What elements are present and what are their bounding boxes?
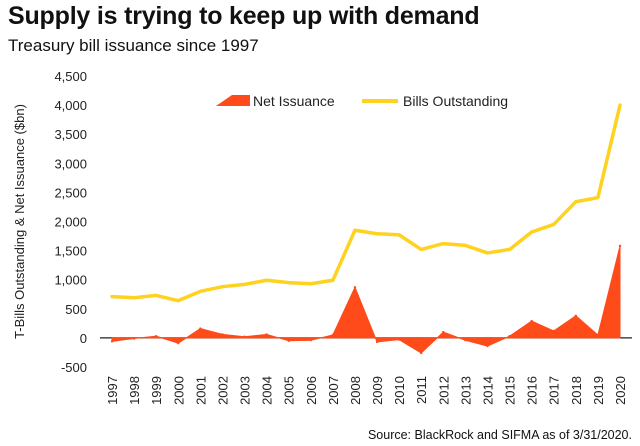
legend-swatch-net-issuance bbox=[216, 95, 250, 106]
data-point bbox=[618, 244, 622, 248]
data-point bbox=[221, 333, 224, 336]
x-tick-label: 2004 bbox=[260, 376, 275, 405]
data-point bbox=[309, 339, 312, 342]
data-point bbox=[243, 335, 246, 338]
data-point bbox=[331, 279, 335, 282]
data-point bbox=[331, 333, 335, 337]
data-point bbox=[618, 103, 622, 107]
x-tick-label: 2018 bbox=[569, 376, 584, 405]
data-point bbox=[110, 295, 114, 298]
y-tick-label: 3,500 bbox=[54, 127, 87, 142]
data-point bbox=[596, 196, 600, 199]
y-tick-label: 0 bbox=[80, 331, 87, 346]
data-point bbox=[287, 339, 290, 343]
x-tick-label: 1998 bbox=[127, 376, 142, 405]
x-tick-label: 2001 bbox=[193, 376, 208, 405]
data-point bbox=[132, 296, 136, 299]
data-point bbox=[353, 286, 357, 289]
data-point bbox=[132, 337, 136, 340]
data-point bbox=[353, 229, 357, 232]
data-point bbox=[486, 251, 489, 255]
x-tick-label: 1997 bbox=[105, 376, 120, 405]
y-axis-label: T-Bills Outstanding & Net Issuance ($bn) bbox=[12, 104, 27, 339]
y-tick-label: 4,000 bbox=[54, 98, 87, 113]
x-tick-label: 2015 bbox=[503, 376, 518, 405]
source-note: Source: BlackRock and SIFMA as of 3/31/2… bbox=[367, 428, 632, 442]
data-point bbox=[574, 200, 578, 203]
data-point bbox=[464, 339, 467, 342]
legend-label-net-issuance: Net Issuance bbox=[253, 93, 335, 109]
data-point bbox=[552, 223, 555, 226]
data-point bbox=[375, 340, 379, 344]
data-point bbox=[397, 338, 401, 341]
y-tick-label: 2,500 bbox=[54, 185, 87, 200]
y-tick-label: -500 bbox=[61, 360, 87, 375]
data-point bbox=[596, 333, 600, 337]
x-tick-label: 2014 bbox=[480, 376, 495, 405]
data-point bbox=[221, 285, 224, 288]
data-point bbox=[464, 244, 467, 247]
data-point bbox=[552, 329, 555, 333]
data-point bbox=[177, 341, 180, 345]
x-tick-label: 2010 bbox=[392, 376, 407, 405]
y-axis: -500 0 500 1,000 1,500 2,000 2,500 3,000 3,500 4,… bbox=[12, 69, 87, 375]
x-tick-label: 1999 bbox=[149, 376, 164, 405]
data-point bbox=[397, 233, 401, 237]
x-tick-label: 2011 bbox=[414, 376, 429, 404]
data-point bbox=[199, 290, 202, 293]
data-point bbox=[110, 340, 114, 343]
x-tick-label: 2008 bbox=[348, 376, 363, 405]
plot-area bbox=[100, 103, 632, 355]
data-point bbox=[265, 333, 268, 336]
chart-subtitle: Treasury bill issuance since 1997 bbox=[8, 36, 259, 55]
data-point bbox=[486, 344, 489, 348]
y-tick-label: 1,500 bbox=[54, 244, 87, 259]
data-point bbox=[154, 294, 158, 297]
x-tick-label: 2012 bbox=[436, 376, 451, 405]
data-point bbox=[375, 232, 379, 235]
x-tick-label: 2003 bbox=[238, 376, 253, 405]
data-point bbox=[508, 248, 511, 251]
x-tick-label: 2020 bbox=[613, 376, 628, 405]
x-tick-label: 2000 bbox=[171, 376, 186, 405]
data-point bbox=[508, 334, 511, 338]
data-point bbox=[530, 319, 533, 323]
data-point bbox=[530, 230, 533, 234]
data-point bbox=[574, 314, 578, 317]
x-tick-label: 2007 bbox=[326, 376, 341, 405]
x-tick-label: 2017 bbox=[547, 376, 562, 405]
data-point bbox=[287, 281, 290, 284]
x-tick-label: 2002 bbox=[215, 376, 230, 405]
data-point bbox=[309, 282, 312, 285]
legend-label-bills-outstanding: Bills Outstanding bbox=[403, 93, 508, 109]
x-tick-label: 2009 bbox=[370, 376, 385, 405]
y-tick-label: 4,500 bbox=[54, 69, 87, 84]
x-tick-label: 2016 bbox=[525, 376, 540, 405]
y-tick-label: 2,000 bbox=[54, 215, 87, 230]
data-point bbox=[177, 299, 180, 302]
data-point bbox=[442, 242, 445, 245]
data-point bbox=[243, 283, 246, 286]
series-bills-outstanding-line bbox=[110, 103, 622, 303]
x-axis: 1997 1998 1999 2000 2001 2002 2003 2004 2005 2006… bbox=[105, 376, 628, 405]
y-tick-label: 3,000 bbox=[54, 156, 87, 171]
x-tick-label: 2013 bbox=[458, 376, 473, 405]
data-point bbox=[265, 279, 268, 282]
chart-title: Supply is trying to keep up with demand bbox=[8, 2, 480, 30]
legend: Net Issuance Bills Outstanding bbox=[216, 93, 508, 109]
data-point bbox=[420, 248, 423, 251]
data-point bbox=[420, 351, 423, 355]
y-tick-label: 1,000 bbox=[54, 273, 87, 288]
x-tick-label: 2019 bbox=[591, 376, 606, 405]
x-tick-label: 2006 bbox=[304, 376, 319, 405]
x-tick-label: 2005 bbox=[282, 376, 297, 405]
data-point bbox=[442, 330, 445, 334]
data-point bbox=[199, 327, 202, 330]
y-tick-label: 500 bbox=[65, 302, 87, 317]
series-net-issuance-area bbox=[111, 245, 621, 354]
data-point bbox=[154, 334, 158, 338]
